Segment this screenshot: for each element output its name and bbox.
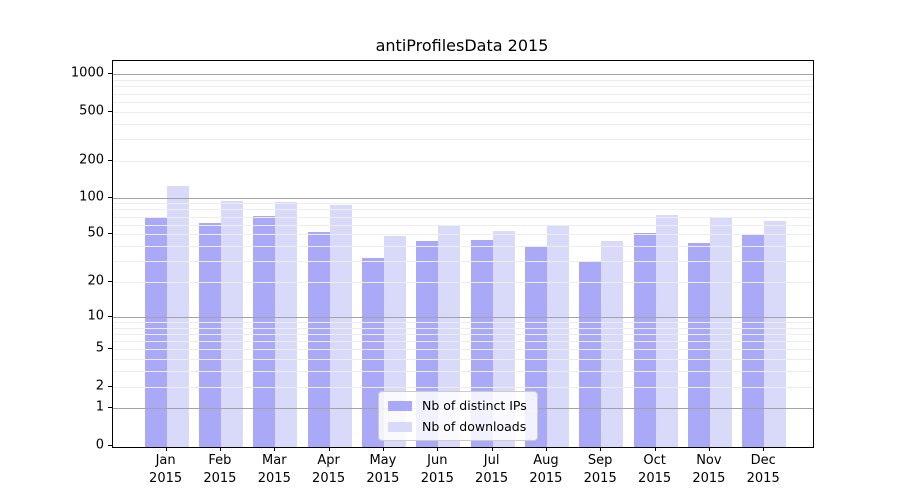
y-tick-label-1: 1	[95, 399, 104, 415]
gridline-6	[113, 341, 813, 342]
gridline-90	[113, 203, 813, 205]
x-tick-label-jul: Jul 2015	[475, 453, 509, 487]
y-tick-mark-50	[108, 233, 112, 235]
y-tick-mark-2	[108, 385, 112, 387]
gridline-300	[113, 138, 813, 140]
bar-nb-of-distinct-ips-8	[579, 261, 602, 447]
gridline-600	[113, 101, 813, 103]
y-tick-mark-10	[108, 315, 112, 317]
legend: Nb of distinct IPs Nb of downloads	[378, 391, 538, 441]
x-tick-mark-nov	[708, 447, 710, 451]
bar-nb-of-distinct-ips-2	[253, 215, 276, 447]
legend-label-distinct-ips: Nb of distinct IPs	[422, 398, 527, 413]
x-tick-mark-jun	[437, 447, 439, 451]
legend-swatch-distinct-ips	[388, 400, 412, 411]
legend-label-downloads: Nb of downloads	[422, 419, 527, 434]
bar-nb-of-distinct-ips-10	[687, 243, 710, 447]
gridline-30	[113, 261, 813, 262]
x-tick-label-nov: Nov 2015	[692, 453, 726, 487]
gridline-5	[113, 349, 813, 351]
y-tick-label-1000: 1000	[70, 65, 104, 81]
gridline-1000	[113, 74, 813, 76]
gridline-200	[113, 160, 813, 162]
gridline-100	[113, 197, 813, 199]
bar-nb-of-downloads-1	[220, 201, 243, 447]
bar-nb-of-downloads-9	[655, 215, 678, 447]
bar-nb-of-distinct-ips-9	[633, 233, 656, 447]
chart-title: antiProfilesData 2015	[375, 36, 549, 55]
gridline-400	[113, 123, 813, 125]
bar-nb-of-downloads-2	[275, 202, 298, 447]
x-tick-label-may: May 2015	[366, 453, 400, 487]
gridline-9	[113, 321, 813, 323]
y-tick-mark-20	[108, 280, 112, 282]
y-tick-mark-500	[108, 110, 112, 112]
bar-nb-of-distinct-ips-0	[144, 216, 167, 447]
x-tick-mark-jul	[491, 447, 493, 451]
y-tick-label-50: 50	[87, 225, 104, 241]
gridline-80	[113, 209, 813, 211]
x-tick-label-apr: Apr 2015	[312, 453, 346, 487]
bar-nb-of-downloads-7	[546, 224, 569, 447]
y-tick-mark-0	[108, 444, 112, 446]
gridline-10	[113, 316, 813, 318]
legend-swatch-downloads	[388, 421, 412, 432]
bar-nb-of-downloads-8	[601, 241, 624, 447]
bar-nb-of-downloads-0	[166, 185, 189, 447]
y-tick-mark-100	[108, 196, 112, 198]
y-tick-mark-200	[108, 159, 112, 161]
y-tick-label-0: 0	[95, 437, 104, 452]
gridline-4	[113, 359, 813, 360]
bar-nb-of-downloads-10	[709, 217, 732, 447]
gridline-20	[113, 281, 813, 283]
x-tick-mark-jan	[165, 447, 167, 451]
gridline-2	[113, 386, 813, 388]
x-tick-label-mar: Mar 2015	[257, 453, 291, 487]
gridline-3	[113, 371, 813, 372]
bar-nb-of-distinct-ips-1	[198, 222, 221, 447]
y-tick-mark-1	[108, 407, 112, 409]
gridline-8	[113, 327, 813, 329]
x-tick-label-jan: Jan 2015	[149, 453, 183, 487]
x-tick-label-oct: Oct 2015	[638, 453, 672, 487]
gridline-800	[113, 86, 813, 88]
x-tick-label-dec: Dec 2015	[746, 453, 780, 487]
gridline-70	[113, 216, 813, 218]
plot-area	[112, 60, 814, 448]
legend-row-downloads: Nb of downloads	[388, 419, 527, 434]
x-tick-mark-oct	[654, 447, 656, 451]
x-tick-mark-feb	[219, 447, 221, 451]
legend-row-distinct-ips: Nb of distinct IPs	[388, 398, 527, 413]
y-tick-label-5: 5	[95, 340, 104, 356]
y-tick-label-200: 200	[79, 152, 104, 168]
x-tick-mark-apr	[328, 447, 330, 451]
gridline-7	[113, 333, 813, 335]
bar-nb-of-downloads-3	[329, 205, 352, 447]
gridline-700	[113, 93, 813, 95]
x-tick-mark-aug	[545, 447, 547, 451]
bar-nb-of-distinct-ips-3	[307, 232, 330, 447]
gridline-500	[113, 111, 813, 113]
x-tick-label-sep: Sep 2015	[583, 453, 617, 487]
x-tick-mark-sep	[600, 447, 602, 451]
gridline-50	[113, 234, 813, 236]
x-tick-label-feb: Feb 2015	[203, 453, 237, 487]
y-tick-label-10: 10	[87, 308, 104, 324]
y-tick-mark-5	[108, 348, 112, 350]
x-tick-label-jun: Jun 2015	[420, 453, 454, 487]
gridline-60	[113, 224, 813, 226]
y-tick-mark-1000	[108, 73, 112, 75]
x-tick-mark-may	[382, 447, 384, 451]
y-tick-label-100: 100	[79, 189, 104, 205]
x-tick-label-aug: Aug 2015	[529, 453, 563, 487]
y-tick-label-2: 2	[95, 378, 104, 393]
y-tick-label-500: 500	[79, 103, 104, 118]
gridline-40	[113, 246, 813, 247]
x-tick-mark-mar	[274, 447, 276, 451]
y-tick-label-20: 20	[87, 273, 104, 289]
x-tick-mark-dec	[763, 447, 765, 451]
gridline-900	[113, 80, 813, 81]
